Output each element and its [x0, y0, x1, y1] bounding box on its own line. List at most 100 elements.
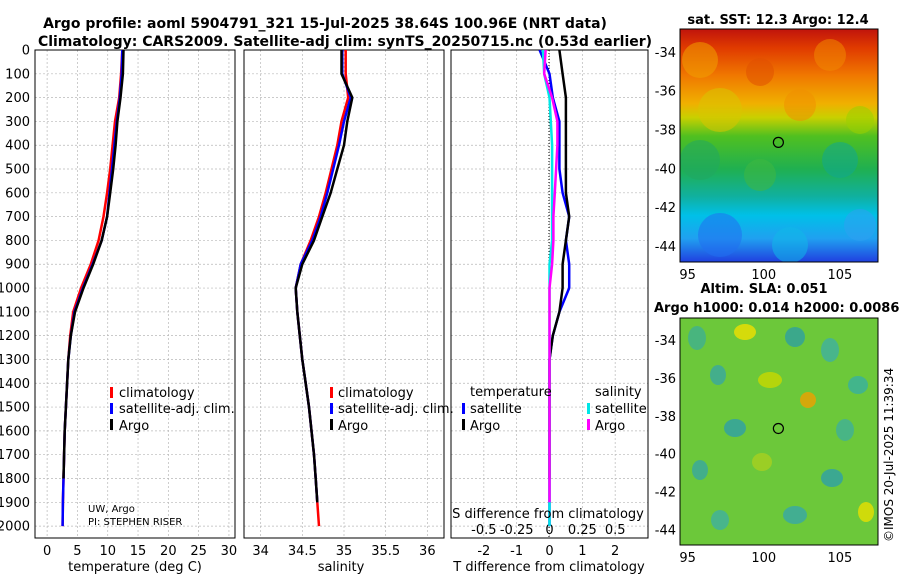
y-tick-label: 200: [5, 91, 30, 106]
y-tick-label: 0: [22, 44, 30, 59]
top-tick-label: -0.5: [471, 523, 496, 538]
legend-marker-sal-argo: [587, 419, 590, 430]
legend-label-temp-satellite: satellite: [470, 402, 522, 417]
x-tick-label: 30: [221, 544, 238, 559]
y-tick-label: 2000: [0, 520, 30, 535]
x-tick-label: -2: [477, 544, 490, 559]
sst-patch: [698, 88, 742, 132]
lat-tick-label: -34: [655, 46, 676, 61]
s-difference-tick-labels: -0.5 -0.25 0 0.25 0.5: [471, 523, 625, 538]
salinity-xlabel: salinity: [318, 560, 365, 575]
x-tick-label: 20: [160, 544, 177, 559]
t-difference-xlabel: T difference from climatology: [452, 560, 645, 575]
sla-eddy: [800, 392, 816, 408]
sla-eddy: [848, 376, 868, 394]
x-tick-label: 0: [545, 544, 553, 559]
series-line-salinity-argo: [542, 49, 559, 503]
x-tick-label: 5: [73, 544, 81, 559]
x-tick-label: 36: [419, 544, 436, 559]
top-tick-label: 0.25: [568, 523, 597, 538]
y-tick-label: 1800: [0, 472, 30, 487]
sla-map-title-line1: Altim. SLA: 0.051: [701, 282, 828, 297]
lat-tick-label: -36: [655, 372, 676, 387]
x-tick-label: 1: [578, 544, 586, 559]
sst-map-frame: [679, 28, 879, 263]
t-difference-tick-labels: -2 -1 0 1 2: [477, 544, 619, 559]
sla-eddy: [724, 419, 746, 437]
legend-label-climatology: climatology: [338, 386, 414, 401]
legend-marker-climatology: [110, 387, 113, 398]
temperature-axes-frame: [34, 49, 236, 539]
credit-line2: PI: STEPHEN RISER: [88, 517, 182, 528]
sst-map-panel: sat. SST: 12.3 Argo: 12.4 -34 -36 -38 -40 -4…: [655, 13, 879, 283]
credit-line1: UW, Argo: [88, 504, 135, 515]
lat-tick-label: -44: [655, 523, 676, 538]
salinity-panel: 34 34.5 35 35.5 36 salinity climatology sate…: [243, 49, 454, 575]
lat-tick-label: -34: [655, 334, 676, 349]
x-tick-label: 2: [611, 544, 619, 559]
legend-marker-argo: [110, 419, 113, 430]
s-difference-xlabel: S difference from climatology: [452, 507, 644, 522]
legend-marker-temp-satellite: [462, 403, 465, 414]
x-tick-label: 34.5: [288, 544, 317, 559]
sla-eddy: [711, 510, 729, 530]
legend-label-satellite-adj: satellite-adj. clim.: [119, 402, 235, 417]
sst-patch: [784, 89, 816, 121]
x-tick-label: 35: [336, 544, 353, 559]
y-tick-label: 800: [5, 234, 30, 249]
y-tick-label: 500: [5, 163, 30, 178]
top-tick-label: 0.5: [605, 523, 626, 538]
legend-heading-temperature: temperature: [470, 385, 552, 400]
x-tick-label: 10: [99, 544, 116, 559]
figure-title-line2: Climatology: CARS2009. Satellite-adj cli…: [38, 34, 652, 50]
y-tick-label: 900: [5, 258, 30, 273]
sst-patch: [814, 39, 846, 71]
legend-marker-satellite-adj: [330, 403, 333, 414]
sla-eddy: [783, 506, 807, 524]
x-tick-label: 15: [130, 544, 147, 559]
y-tick-label: 700: [5, 210, 30, 225]
sla-eddy: [758, 372, 782, 388]
sla-eddy: [821, 338, 839, 362]
lat-tick-label: -42: [655, 201, 676, 216]
argo-position-marker: [772, 136, 784, 148]
salinity-series: [294, 50, 354, 527]
sst-patch: [680, 140, 720, 180]
salinity-axes-frame: [243, 49, 445, 539]
sst-patch: [772, 227, 808, 262]
salinity-legend: climatology satellite-adj. clim. Argo: [330, 386, 454, 434]
lon-tick-label: 105: [828, 551, 853, 566]
lon-tick-label: 100: [751, 268, 776, 283]
legend-marker-argo: [330, 419, 333, 430]
sla-eddy: [688, 326, 706, 350]
temperature-grid: [35, 49, 235, 538]
sla-map-panel: Altim. SLA: 0.051 Argo h1000: 0.014 h200…: [654, 282, 899, 566]
difference-series: [538, 49, 571, 527]
y-tick-label: 1000: [0, 282, 30, 297]
legend-marker-temp-argo: [462, 419, 465, 430]
temperature-tick-labels: 0 5 10 15 20 25 30: [43, 544, 237, 559]
legend-label-argo: Argo: [338, 419, 368, 434]
x-tick-label: 35.5: [371, 544, 400, 559]
legend-label-argo: Argo: [119, 419, 149, 434]
lat-tick-label: -44: [655, 240, 676, 255]
lat-tick-label: -40: [655, 448, 676, 463]
sst-patch: [844, 209, 876, 241]
legend-marker-sal-satellite: [587, 403, 590, 414]
y-tick-label: 600: [5, 186, 30, 201]
legend-marker-climatology: [330, 387, 333, 398]
lon-tick-label: 95: [679, 268, 696, 283]
y-tick-label: 1700: [0, 448, 30, 463]
sla-map-title-line2: Argo h1000: 0.014 h2000: 0.0086: [654, 301, 899, 316]
depth-tick-labels: 0 100 200 300 400 500 600 700 800 900 1000 1100 1200…: [0, 44, 30, 535]
lat-tick-label: -42: [655, 486, 676, 501]
series-line-argo: [294, 50, 354, 503]
sst-patch: [682, 42, 718, 78]
y-tick-label: 1600: [0, 424, 30, 439]
series-line-argo: [62, 49, 125, 479]
legend-label-satellite-adj: satellite-adj. clim.: [338, 402, 454, 417]
y-tick-label: 1200: [0, 329, 30, 344]
y-tick-label: 1500: [0, 401, 30, 416]
